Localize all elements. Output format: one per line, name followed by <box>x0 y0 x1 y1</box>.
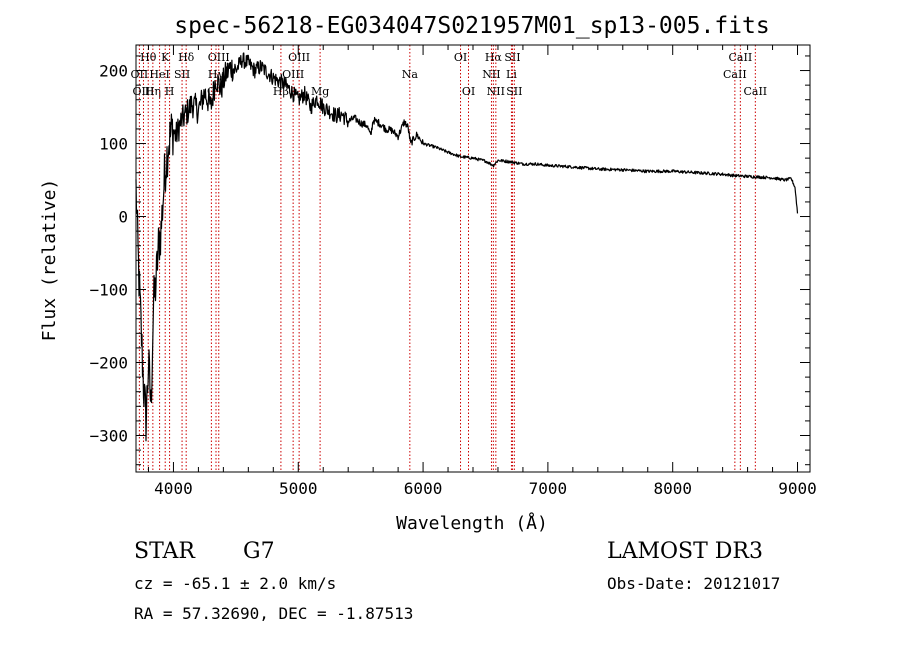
spectrum-plot: spec-56218-EG034047S021957M01_sp13-005.f… <box>39 13 817 534</box>
y-axis-label: Flux (relative) <box>39 179 60 342</box>
marker-label: SII <box>504 51 520 64</box>
chart-title: spec-56218-EG034047S021957M01_sp13-005.f… <box>174 13 769 39</box>
x-tick-label: 9000 <box>778 479 817 498</box>
marker-label: CaII <box>723 68 747 81</box>
x-tick-label: 4000 <box>154 479 193 498</box>
marker-label: CaII <box>743 85 767 98</box>
marker-label: SII <box>174 68 190 81</box>
spectrum-line <box>135 52 799 442</box>
x-axis-label: Wavelength (Å) <box>396 512 548 534</box>
marker-label: NII <box>487 85 505 98</box>
marker-label: CaII <box>729 51 753 64</box>
y-tick-label: −300 <box>89 427 128 446</box>
marker-label: OI <box>462 85 475 98</box>
marker-label: G <box>207 85 216 98</box>
marker-label: OI <box>454 51 467 64</box>
plot-frame <box>135 44 811 473</box>
marker-label: OIII <box>208 51 230 64</box>
marker-label: Mg <box>311 85 329 98</box>
marker-label: OIII <box>132 85 154 98</box>
x-tick-label: 6000 <box>404 479 443 498</box>
y-tick-label: 100 <box>99 135 128 154</box>
marker-label: NII <box>482 68 500 81</box>
marker-label: OII <box>131 68 149 81</box>
x-tick-label: 5000 <box>279 479 318 498</box>
marker-label: Na <box>402 68 419 81</box>
y-tick-label: −100 <box>89 281 128 300</box>
marker-label: Li <box>506 68 517 81</box>
subclass: G7 <box>243 539 275 564</box>
marker-label: Hβ <box>273 85 289 98</box>
obs-date: Obs-Date: 20121017 <box>607 574 781 593</box>
object-class: STAR <box>134 539 195 564</box>
marker-label: H <box>165 85 175 98</box>
redshift-text: cz = -65.1 ± 2.0 km/s <box>134 574 337 593</box>
marker-label: K <box>161 51 170 64</box>
axis-ticks: 4000 5000 6000 7000 8000 9000 −300 −200 −100 0 100… <box>89 45 817 498</box>
survey-name: LAMOST DR3 <box>607 539 763 564</box>
marker-label: OIII <box>282 68 304 81</box>
marker-label: SII <box>506 85 522 98</box>
x-tick-label: 7000 <box>529 479 568 498</box>
x-tick-label: 8000 <box>653 479 692 498</box>
marker-label: Hθ <box>140 51 157 64</box>
y-tick-label: −200 <box>89 354 128 373</box>
marker-label: HeI <box>149 68 169 81</box>
coordinates: RA = 57.32690, DEC = -1.87513 <box>134 604 414 623</box>
marker-label: Hα <box>485 51 503 64</box>
y-tick-label: 0 <box>118 208 128 227</box>
marker-label: Hδ <box>178 51 195 64</box>
marker-label: Hη <box>145 85 161 98</box>
marker-label: OIII <box>288 51 310 64</box>
y-tick-label: 200 <box>99 62 128 81</box>
